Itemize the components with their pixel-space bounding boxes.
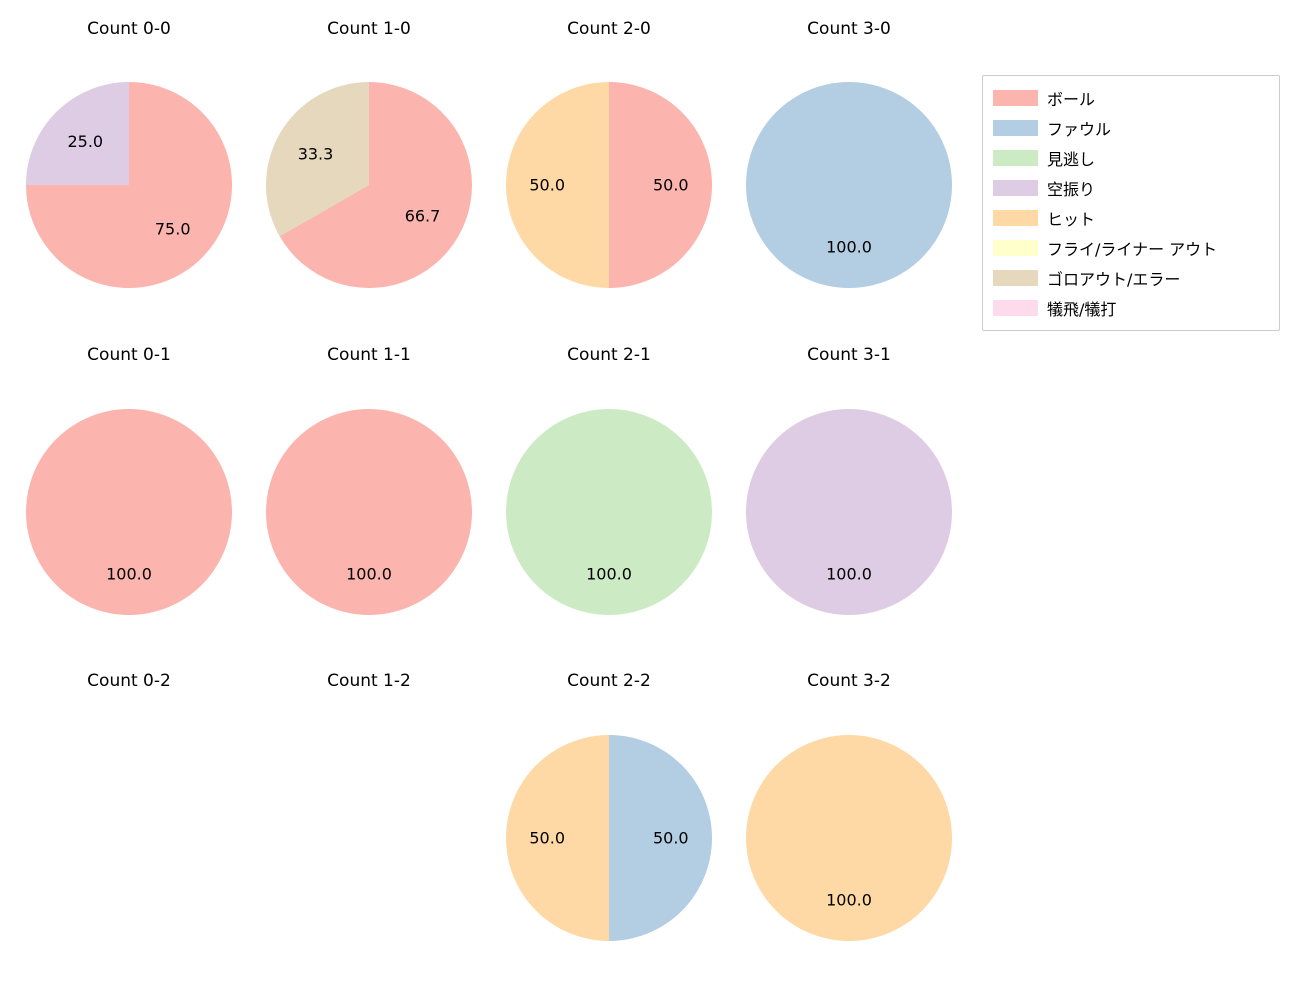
chart-title-count-3-0: Count 3-0	[807, 19, 891, 39]
pie-slice-value-swinging-strike: 100.0	[826, 564, 872, 583]
legend-label-foul: ファウル	[1047, 120, 1112, 139]
pie-slice-ball	[279, 82, 472, 288]
legend-item-groundout-error: ゴロアウト/エラー	[993, 263, 1269, 293]
pie-chart-count-1-1: 100.0	[266, 409, 472, 615]
pie-slice-hit	[506, 735, 609, 941]
legend-label-ball: ボール	[1047, 90, 1096, 109]
pie-slice-value-swinging-strike: 25.0	[67, 132, 103, 151]
pie-slice-ball	[26, 409, 232, 615]
pie-slice-foul	[746, 82, 952, 288]
pie-slice-swinging-strike	[746, 409, 952, 615]
pie-chart-count-2-0: 50.0 50.0	[506, 82, 712, 288]
pie-chart-count-1-0: 66.7 33.3	[266, 82, 472, 288]
legend-label-hit: ヒット	[1047, 210, 1096, 229]
legend-item-foul: ファウル	[993, 113, 1269, 143]
pie-slice-value-ball: 66.7	[405, 207, 441, 226]
chart-title-count-0-0: Count 0-0	[87, 19, 171, 39]
chart-title-count-3-2: Count 3-2	[807, 671, 891, 691]
legend-item-hit: ヒット	[993, 203, 1269, 233]
pie-slice-ball	[266, 409, 472, 615]
pie-slice-value-called-strike: 100.0	[586, 564, 632, 583]
legend-swatch-sacrifice	[993, 300, 1038, 316]
legend-item-called-strike: 見逃し	[993, 143, 1269, 173]
legend-swatch-fly-liner-out	[993, 240, 1038, 256]
pie-chart-count-3-1: 100.0	[746, 409, 952, 615]
pie-slice-hit	[506, 82, 609, 288]
chart-title-count-0-1: Count 0-1	[87, 345, 171, 365]
legend-swatch-swinging-strike	[993, 180, 1038, 196]
legend-label-sacrifice: 犠飛/犠打	[1047, 300, 1117, 319]
legend-swatch-called-strike	[993, 150, 1038, 166]
legend-item-swinging-strike: 空振り	[993, 173, 1269, 203]
pie-slice-value-ball: 50.0	[653, 176, 689, 195]
pie-slice-called-strike	[506, 409, 712, 615]
legend-label-called-strike: 見逃し	[1047, 150, 1096, 169]
pie-slice-value-foul: 100.0	[826, 237, 872, 256]
chart-title-count-0-2: Count 0-2	[87, 671, 171, 691]
chart-title-count-1-1: Count 1-1	[327, 345, 411, 365]
pie-slice-hit	[746, 735, 952, 941]
pie-slice-value-foul: 50.0	[653, 829, 689, 848]
pie-slice-value-hit: 50.0	[529, 176, 565, 195]
legend-item-sacrifice: 犠飛/犠打	[993, 293, 1269, 323]
pie-slice-ball	[609, 82, 712, 288]
pie-slice-foul	[609, 735, 712, 941]
pie-slice-value-ball: 100.0	[346, 564, 392, 583]
chart-title-count-2-1: Count 2-1	[567, 345, 651, 365]
legend-swatch-foul	[993, 120, 1038, 136]
legend-swatch-hit	[993, 210, 1038, 226]
chart-title-count-3-1: Count 3-1	[807, 345, 891, 365]
legend-label-groundout-error: ゴロアウト/エラー	[1047, 270, 1181, 289]
pie-chart-count-3-0: 100.0	[746, 82, 952, 288]
pie-slice-value-hit: 100.0	[826, 890, 872, 909]
chart-title-count-1-2: Count 1-2	[327, 671, 411, 691]
chart-title-count-2-0: Count 2-0	[567, 19, 651, 39]
pie-chart-count-2-1: 100.0	[506, 409, 712, 615]
pie-slice-value-ball: 100.0	[106, 564, 152, 583]
pie-chart-count-0-0: 75.0 25.0	[26, 82, 232, 288]
chart-title-count-2-2: Count 2-2	[567, 671, 651, 691]
legend-label-fly-liner-out: フライ/ライナー アウト	[1047, 240, 1218, 259]
legend-swatch-groundout-error	[993, 270, 1038, 286]
pie-slice-value-groundout-error: 33.3	[298, 145, 334, 164]
pie-slice-value-hit: 50.0	[529, 829, 565, 848]
pie-slice-swinging-strike	[26, 82, 129, 185]
pie-chart-count-2-2: 50.0 50.0	[506, 735, 712, 941]
chart-title-count-1-0: Count 1-0	[327, 19, 411, 39]
legend-swatch-ball	[993, 90, 1038, 106]
legend-item-fly-liner-out: フライ/ライナー アウト	[993, 233, 1269, 263]
legend-label-swinging-strike: 空振り	[1047, 180, 1096, 199]
pie-slice-groundout-error	[266, 82, 369, 237]
legend: ボールファウル見逃し空振りヒットフライ/ライナー アウト ゴロアウト/エラー 犠飛/…	[982, 75, 1280, 331]
legend-item-ball: ボール	[993, 83, 1269, 113]
pie-chart-count-0-1: 100.0	[26, 409, 232, 615]
pie-slice-value-ball: 75.0	[155, 219, 191, 238]
pie-chart-count-3-2: 100.0	[746, 735, 952, 941]
